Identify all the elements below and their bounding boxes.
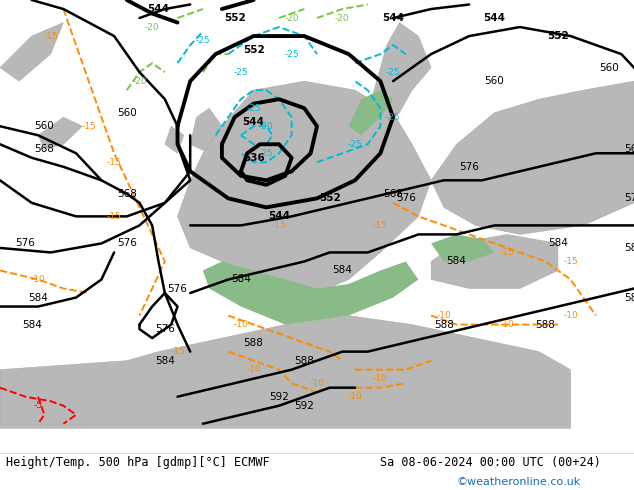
Text: 584: 584	[446, 256, 467, 267]
Text: -10: -10	[500, 320, 515, 329]
Text: -15: -15	[107, 212, 122, 221]
Text: -25: -25	[195, 36, 210, 45]
Text: 568: 568	[34, 144, 55, 154]
Text: 576: 576	[155, 324, 175, 334]
Text: -15: -15	[271, 221, 287, 230]
Text: 584: 584	[548, 239, 568, 248]
Text: 584: 584	[28, 293, 48, 302]
Text: 552: 552	[319, 194, 340, 203]
Text: 584: 584	[155, 356, 175, 366]
Text: -20: -20	[132, 76, 147, 86]
Text: 576: 576	[396, 194, 416, 203]
Text: 576: 576	[459, 162, 479, 172]
Text: -10: -10	[30, 275, 46, 284]
Text: -15: -15	[500, 248, 515, 257]
Text: 544: 544	[148, 4, 169, 14]
Text: -20: -20	[284, 14, 299, 23]
Text: -15: -15	[81, 122, 96, 131]
Text: -20: -20	[145, 23, 160, 31]
Text: 584: 584	[22, 319, 42, 330]
Text: -25: -25	[385, 68, 401, 76]
Text: -25: -25	[284, 49, 299, 59]
Text: 552: 552	[243, 45, 264, 54]
Text: 576: 576	[624, 194, 634, 203]
Text: -15: -15	[170, 347, 185, 356]
Text: -10: -10	[563, 311, 578, 320]
Text: -10: -10	[246, 365, 261, 374]
Text: 576: 576	[167, 284, 188, 294]
Text: 592: 592	[269, 392, 289, 402]
Text: -25: -25	[259, 149, 274, 158]
Text: 536: 536	[243, 153, 264, 163]
Text: -10: -10	[347, 392, 363, 401]
Text: -10: -10	[436, 311, 451, 320]
Text: -25: -25	[246, 104, 261, 113]
Text: 560: 560	[484, 76, 505, 86]
Text: 588: 588	[434, 319, 454, 330]
Text: 552: 552	[547, 31, 569, 41]
Text: 544: 544	[268, 211, 290, 221]
Text: -25: -25	[233, 68, 249, 76]
Text: -10: -10	[309, 379, 325, 388]
Text: -20: -20	[335, 14, 350, 23]
Text: 584: 584	[624, 293, 634, 302]
Text: 560: 560	[117, 108, 137, 118]
Text: Height/Temp. 500 hPa [gdmp][°C] ECMWF: Height/Temp. 500 hPa [gdmp][°C] ECMWF	[6, 456, 270, 469]
Text: 568: 568	[624, 144, 634, 154]
Text: -30: -30	[259, 122, 274, 131]
Text: -25: -25	[347, 140, 363, 149]
Text: 588: 588	[243, 338, 264, 347]
Text: 584: 584	[231, 274, 251, 285]
Text: 560: 560	[598, 63, 619, 73]
Text: 592: 592	[294, 401, 314, 411]
Text: 588: 588	[624, 243, 634, 253]
Text: 552: 552	[224, 13, 245, 23]
Text: 576: 576	[117, 239, 137, 248]
Text: ©weatheronline.co.uk: ©weatheronline.co.uk	[456, 477, 581, 487]
Text: 588: 588	[535, 319, 555, 330]
Text: 544: 544	[382, 13, 404, 23]
Text: 568: 568	[117, 189, 137, 199]
Text: -15: -15	[563, 257, 578, 266]
Text: 544: 544	[484, 13, 505, 23]
Text: 560: 560	[34, 121, 55, 131]
Text: -5: -5	[34, 401, 42, 410]
Text: -15: -15	[107, 158, 122, 167]
Text: -25: -25	[385, 113, 401, 122]
Text: 544: 544	[243, 117, 264, 127]
Text: 588: 588	[294, 356, 314, 366]
Text: -10: -10	[373, 374, 388, 383]
Text: 584: 584	[332, 266, 353, 275]
Text: 568: 568	[383, 189, 403, 199]
Text: -15: -15	[373, 221, 388, 230]
Text: 576: 576	[15, 239, 36, 248]
Text: -10: -10	[233, 320, 249, 329]
Text: Sa 08-06-2024 00:00 UTC (00+24): Sa 08-06-2024 00:00 UTC (00+24)	[380, 456, 601, 469]
Text: -15: -15	[43, 31, 58, 41]
